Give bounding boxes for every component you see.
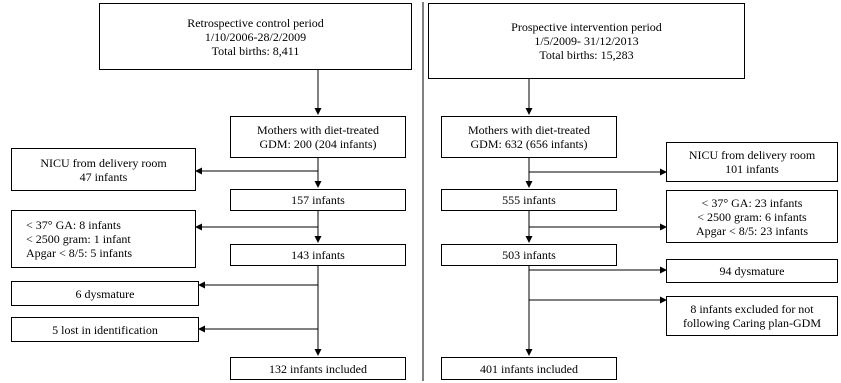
right-period-births: Total births: 15,283 [539,48,634,62]
left-period-box: Retrospective control period 1/10/2006-2… [99,3,412,70]
right-503-label: 503 infants [502,248,556,262]
right-period-label: Prospective intervention period [511,20,662,34]
left-nicu-line2: 47 infants [79,169,128,184]
left-dysmature-box: 6 dysmature [11,281,199,306]
right-dysmature-box: 94 dysmature [666,259,838,283]
left-included-box: 132 infants included [230,357,406,380]
left-exclusion-weight: < 2500 gram: 1 infant [26,232,131,246]
left-exclusions-box: < 37° GA: 8 infants < 2500 gram: 1 infan… [11,210,196,268]
right-nicu-line2: 101 infants [725,162,779,176]
right-mothers-line1: Mothers with diet-treated [468,123,590,137]
left-period-births: Total births: 8,411 [211,43,300,58]
left-mothers-line2: GDM: 200 (204 infants) [259,137,377,151]
right-excluded-box: 8 infants excluded for not following Car… [666,296,838,336]
right-included-box: 401 infants included [441,357,617,380]
right-exclusion-apgar: Apgar < 8/5: 23 infants [695,223,809,238]
right-dysmature-label: 94 dysmature [719,264,785,278]
left-nicu-box: NICU from delivery room 47 infants [11,148,196,191]
right-excluded-line2: following Caring plan-GDM [683,316,821,330]
right-nicu-line1: NICU from delivery room [688,148,816,162]
right-555-box: 555 infants [441,189,617,211]
left-nicu-line1: NICU from delivery room [40,155,167,170]
left-exclusion-ga: < 37° GA: 8 infants [26,218,121,232]
right-excluded-line1: 8 infants excluded for not [690,302,814,316]
left-mothers-box: Mothers with diet-treated GDM: 200 (204 … [230,116,406,158]
left-lost-label: 5 lost in identification [52,322,158,337]
right-included-label: 401 infants included [480,361,578,376]
right-503-box: 503 infants [441,244,617,266]
left-exclusion-apgar: Apgar < 8/5: 5 infants [26,246,133,260]
right-exclusion-weight: < 2500 gram: 6 infants [697,209,807,224]
left-143-label: 143 infants [291,248,345,262]
right-mothers-box: Mothers with diet-treated GDM: 632 (656 … [441,116,617,158]
left-period-label: Retrospective control period [187,15,324,30]
left-mothers-line1: Mothers with diet-treated [257,123,379,137]
left-157-box: 157 infants [230,189,406,211]
right-period-box: Prospective intervention period 1/5/2009… [428,3,745,79]
right-period-dates: 1/5/2009- 31/12/2013 [534,34,639,48]
right-555-label: 555 infants [502,193,556,207]
right-exclusions-box: < 37° GA: 23 infants < 2500 gram: 6 infa… [666,190,838,243]
left-143-box: 143 infants [230,244,406,266]
right-exclusion-ga: < 37° GA: 23 infants [701,195,803,210]
right-nicu-box: NICU from delivery room 101 infants [666,142,838,182]
left-dysmature-label: 6 dysmature [75,286,135,301]
left-period-dates: 1/10/2006-28/2/2009 [204,29,307,44]
left-included-label: 132 infants included [269,361,367,376]
left-157-label: 157 infants [291,193,345,207]
left-lost-box: 5 lost in identification [11,317,199,342]
right-mothers-line2: GDM: 632 (656 infants) [470,137,588,151]
